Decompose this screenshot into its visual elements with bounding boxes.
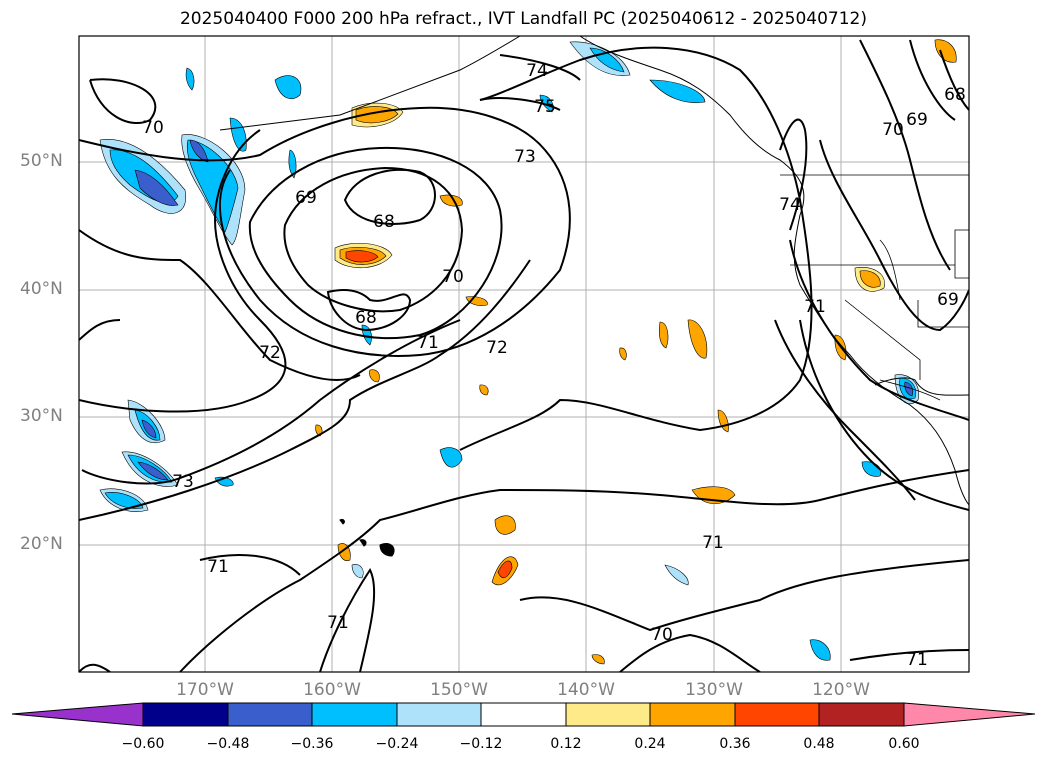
- lat-label-20n: 20°N: [20, 534, 63, 554]
- refractivity-contours: [79, 39, 969, 672]
- colorbar-tick: 0.12: [550, 736, 582, 752]
- contour-label: 72: [259, 343, 281, 363]
- contour-label: 69: [906, 110, 928, 130]
- colorbar-tick: −0.48: [206, 736, 250, 752]
- colorbar-tick: 0.48: [803, 736, 835, 752]
- contour-labels: 70 74 75 73 69 68 70 68 71 72 70 69 68 7…: [142, 61, 966, 670]
- contour-label: 70: [651, 625, 673, 645]
- contour-label: 70: [142, 118, 164, 138]
- lon-label-170w: 170°W: [176, 680, 234, 700]
- map-title: 2025040400 F000 200 hPa refract., IVT La…: [179, 9, 867, 29]
- contour-label: 69: [295, 188, 317, 208]
- contour-label: 74: [526, 61, 548, 81]
- contour-label: 75: [534, 97, 556, 117]
- contour-label: 71: [702, 533, 724, 553]
- contour-label: 73: [172, 472, 194, 492]
- lat-label-50n: 50°N: [20, 151, 63, 171]
- contour-label: 68: [355, 308, 377, 328]
- map-frame: [78, 35, 970, 673]
- colorbar-tick: −0.24: [375, 736, 419, 752]
- contour-label: 71: [417, 333, 439, 353]
- colorbar-tick: −0.60: [121, 736, 165, 752]
- lon-label-130w: 130°W: [685, 680, 743, 700]
- positive-anomaly-shading: [315, 39, 957, 665]
- lon-label-120w: 120°W: [812, 680, 870, 700]
- colorbar-tick: 0.24: [634, 736, 666, 752]
- contour-label: 70: [442, 267, 464, 287]
- colorbar-tick: 0.36: [719, 736, 751, 752]
- lat-label-40n: 40°N: [20, 279, 63, 299]
- contour-label: 74: [779, 195, 801, 215]
- negative-anomaly-shading: [99, 41, 920, 661]
- coastlines: [219, 36, 969, 557]
- contour-label: 72: [486, 338, 508, 358]
- lon-label-150w: 150°W: [430, 680, 488, 700]
- colorbar-tick: −0.12: [459, 736, 503, 752]
- lon-label-160w: 160°W: [303, 680, 361, 700]
- contour-label: 71: [207, 557, 229, 577]
- lat-label-30n: 30°N: [20, 406, 63, 426]
- contour-label: 68: [944, 85, 966, 105]
- gridlines: [79, 36, 969, 672]
- contour-label: 69: [937, 290, 959, 310]
- contour-label: 71: [327, 613, 349, 633]
- contour-label: 71: [804, 297, 826, 317]
- contour-label: 70: [882, 120, 904, 140]
- contour-label: 71: [906, 650, 928, 670]
- contour-label: 73: [514, 147, 536, 167]
- state-borders: [780, 174, 969, 401]
- contour-label: 68: [373, 212, 395, 232]
- colorbar-tick: 0.60: [888, 736, 920, 752]
- colorbar-tick: −0.36: [290, 736, 334, 752]
- lon-label-140w: 140°W: [557, 680, 615, 700]
